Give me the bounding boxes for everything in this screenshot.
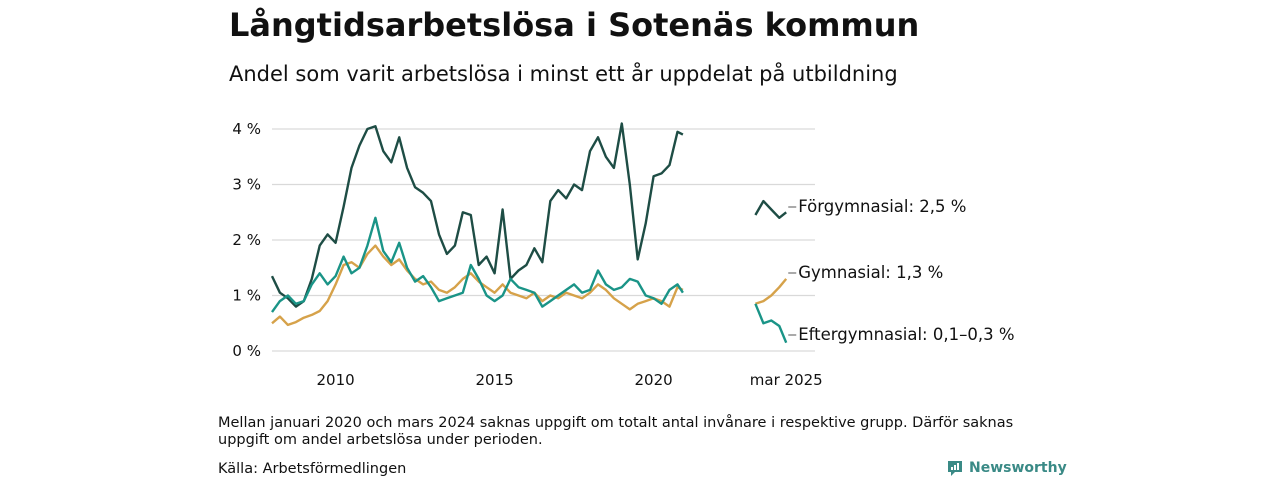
brand-name: Newsworthy <box>969 460 1067 476</box>
series-line-gymnasial-recent <box>755 278 788 305</box>
y-tick-label: 0 % <box>232 342 261 360</box>
brand-logo: Newsworthy <box>946 459 1067 477</box>
footnote: Mellan januari 2020 och mars 2024 saknas… <box>218 415 1014 448</box>
y-tick-label: 1 % <box>232 287 261 305</box>
series-end-label-gymnasial: Gymnasial: 1,3 % <box>798 263 943 282</box>
x-axis-ticks: 2010 2015 2020 mar 2025 <box>317 371 823 389</box>
y-axis-ticks: 0 % 1 % 2 % 3 % 4 % <box>232 120 261 360</box>
series-lines <box>270 122 788 344</box>
chart-subtitle: Andel som varit arbetslösa i minst ett å… <box>229 62 898 86</box>
series-line-eftergymnasial-recent <box>754 303 788 344</box>
y-tick-label: 2 % <box>232 231 261 249</box>
series-end-label-forgymnasial: Förgymnasial: 2,5 % <box>798 197 966 216</box>
series-line-eftergymnasial-history <box>271 216 684 313</box>
series-end-label-eftergymnasial: Eftergymnasial: 0,1–0,3 % <box>798 325 1014 344</box>
newsworthy-logo-icon <box>948 461 962 476</box>
source-credit: Källa: Arbetsförmedlingen <box>218 461 407 477</box>
x-tick-label: 2015 <box>476 371 514 389</box>
y-tick-label: 4 % <box>232 120 261 138</box>
y-tick-label: 3 % <box>232 176 261 194</box>
x-tick-label: mar 2025 <box>750 371 823 389</box>
series-line-forgymnasial-history <box>270 122 684 308</box>
series-end-labels: Förgymnasial: 2,5 % Gymnasial: 1,3 % Efter… <box>788 197 1015 344</box>
x-tick-label: 2010 <box>317 371 355 389</box>
gridlines <box>272 128 815 352</box>
chart-title: Långtidsarbetslösa i Sotenäs kommun <box>229 6 920 44</box>
series-line-forgymnasial-recent <box>754 199 787 219</box>
x-tick-label: 2020 <box>635 371 673 389</box>
